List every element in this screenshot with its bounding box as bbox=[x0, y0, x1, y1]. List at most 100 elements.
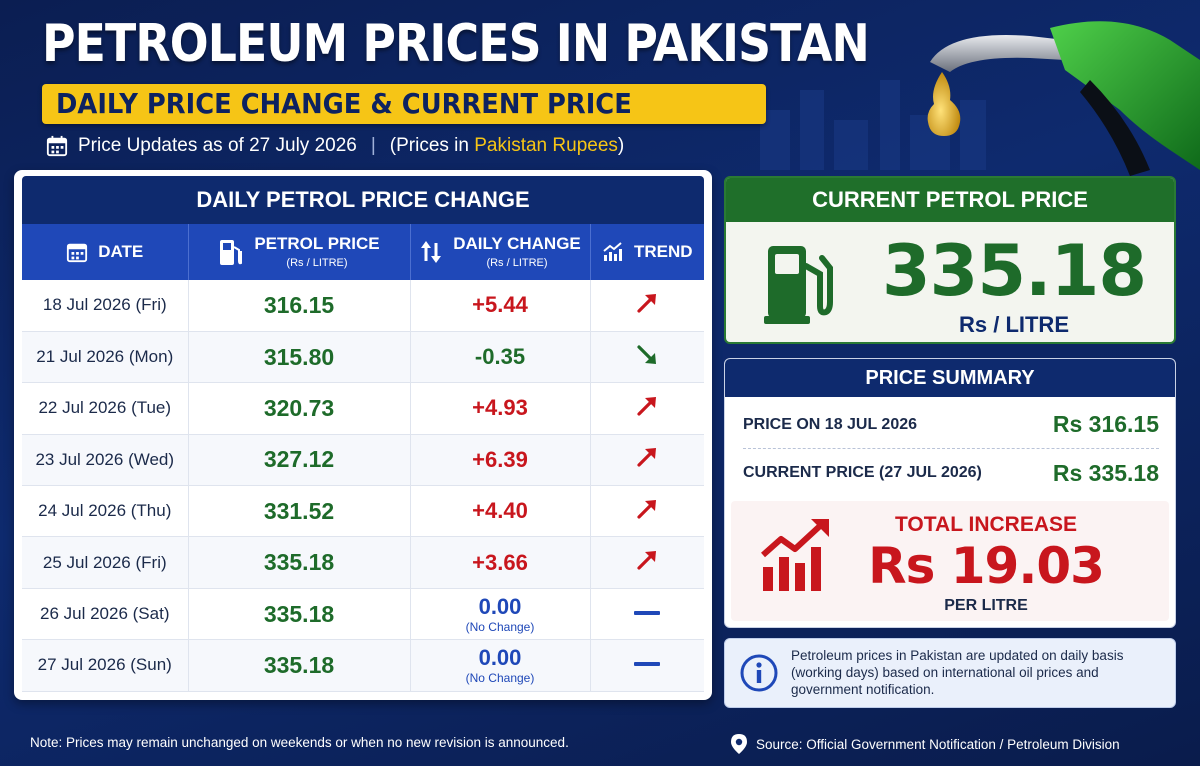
footer-source: Source: Official Government Notification… bbox=[730, 733, 1120, 755]
trend-up-arrow-icon bbox=[634, 547, 660, 578]
price-text: 335.18 bbox=[263, 600, 335, 627]
trend-down-arrow-icon bbox=[634, 342, 660, 373]
price-text: 335.18 bbox=[263, 549, 335, 576]
cell-date: 21 Jul 2026 (Mon) bbox=[22, 331, 189, 384]
current-price-card: CURRENT PETROL PRICE 335.18 Rs / LITRE bbox=[724, 176, 1176, 344]
currency-note: (Prices in Pakistan Rupees) bbox=[389, 135, 625, 156]
trend-up-arrow-icon bbox=[634, 290, 660, 321]
column-header-date: DATE bbox=[22, 224, 189, 280]
table-row: 25 Jul 2026 (Fri) 335.18 +3.66 bbox=[22, 536, 704, 589]
summary-title: PRICE SUMMARY bbox=[725, 359, 1175, 397]
cell-price: 335.18 bbox=[188, 639, 411, 692]
cell-trend bbox=[590, 382, 704, 435]
cell-price: 315.80 bbox=[188, 331, 411, 384]
fuel-pump-icon bbox=[220, 240, 243, 265]
price-text: 320.73 bbox=[263, 394, 335, 421]
total-increase-label: TOTAL INCREASE bbox=[894, 513, 1078, 536]
table-row: 18 Jul 2026 (Fri) 316.15 +5.44 bbox=[22, 280, 704, 332]
trend-chart-icon bbox=[603, 242, 622, 261]
column-label: PETROL PRICE bbox=[254, 234, 380, 254]
table-row: 24 Jul 2026 (Thu) 331.52 +4.40 bbox=[22, 485, 704, 538]
summary-label: PRICE ON 18 JUL 2026 bbox=[743, 415, 918, 433]
table-title: DAILY PETROL PRICE CHANGE bbox=[22, 176, 704, 224]
column-label: DATE bbox=[98, 242, 144, 261]
date-text: 21 Jul 2026 (Mon) bbox=[36, 347, 174, 367]
cell-date: 26 Jul 2026 (Sat) bbox=[22, 588, 189, 641]
price-table: DATE PETROL PRICE (Rs / LITRE) bbox=[22, 224, 704, 692]
change-text: +4.40 bbox=[472, 498, 528, 524]
cell-date: 24 Jul 2026 (Thu) bbox=[22, 485, 189, 538]
date-text: 23 Jul 2026 (Wed) bbox=[35, 449, 175, 469]
calendar-icon bbox=[67, 243, 88, 263]
column-header-trend: TREND bbox=[590, 224, 704, 280]
cell-trend bbox=[590, 536, 704, 589]
cell-change: +4.40 bbox=[410, 485, 591, 538]
price-text: 315.80 bbox=[263, 343, 335, 370]
price-text: 335.18 bbox=[263, 651, 335, 678]
cell-change: +4.93 bbox=[410, 382, 591, 435]
change-text: 0.00 bbox=[478, 644, 522, 670]
cell-trend bbox=[590, 280, 704, 332]
cell-trend bbox=[590, 434, 704, 487]
separator: | bbox=[370, 135, 376, 156]
table-row: 27 Jul 2026 (Sun) 335.18 0.00 (No Change) bbox=[22, 639, 704, 692]
table-row: 22 Jul 2026 (Tue) 320.73 +4.93 bbox=[22, 382, 704, 435]
total-increase-unit: PER LITRE bbox=[944, 597, 1028, 614]
change-text: +4.93 bbox=[472, 395, 528, 421]
subtitle-text: DAILY PRICE CHANGE & CURRENT PRICE bbox=[56, 87, 632, 120]
date-text: 18 Jul 2026 (Fri) bbox=[42, 295, 167, 315]
cell-price: 327.12 bbox=[188, 434, 411, 487]
update-line: Price Updates as of 27 July 2026 | (Pric… bbox=[46, 132, 624, 160]
city-skyline-decoration bbox=[760, 70, 1020, 170]
column-label: DAILY CHANGE bbox=[453, 234, 581, 254]
current-price-unit: Rs / LITRE bbox=[958, 312, 1069, 337]
cell-trend bbox=[590, 639, 704, 692]
summary-row-start: PRICE ON 18 JUL 2026 Rs 316.15 bbox=[743, 401, 1159, 449]
cell-price: 335.18 bbox=[188, 536, 411, 589]
no-change-note: (No Change) bbox=[465, 670, 535, 685]
update-date-text: Price Updates as of 27 July 2026 bbox=[78, 135, 357, 156]
cell-price: 335.18 bbox=[188, 588, 411, 641]
column-unit: (Rs / LITRE) bbox=[286, 256, 348, 269]
trend-up-arrow-icon bbox=[634, 496, 660, 527]
current-price-value: 335.18 bbox=[881, 230, 1147, 312]
cell-change: 0.00 (No Change) bbox=[410, 639, 591, 692]
trend-up-arrow-icon bbox=[634, 444, 660, 475]
total-increase-box: TOTAL INCREASE Rs 19.03 PER LITRE bbox=[731, 501, 1169, 621]
price-text: 327.12 bbox=[263, 446, 335, 473]
location-pin-icon bbox=[731, 734, 747, 754]
up-down-arrows-icon bbox=[421, 241, 442, 263]
fuel-pump-icon bbox=[764, 246, 833, 324]
price-text: 331.52 bbox=[263, 497, 335, 524]
change-text: 0.00 bbox=[478, 593, 522, 619]
info-icon bbox=[740, 654, 778, 692]
change-text: +5.44 bbox=[472, 292, 528, 318]
column-label: TREND bbox=[633, 242, 693, 261]
change-text: +3.66 bbox=[472, 549, 528, 575]
cell-date: 18 Jul 2026 (Fri) bbox=[22, 280, 189, 332]
cell-change: -0.35 bbox=[410, 331, 591, 384]
change-text: -0.35 bbox=[474, 344, 526, 370]
cell-date: 25 Jul 2026 (Fri) bbox=[22, 536, 189, 589]
total-increase-value: Rs 19.03 bbox=[868, 537, 1105, 595]
change-text: +6.39 bbox=[472, 446, 528, 472]
summary-value: Rs 316.15 bbox=[1052, 411, 1159, 437]
cell-trend bbox=[590, 485, 704, 538]
current-price-title: CURRENT PETROL PRICE bbox=[726, 178, 1174, 222]
cell-change: +6.39 bbox=[410, 434, 591, 487]
cell-date: 23 Jul 2026 (Wed) bbox=[22, 434, 189, 487]
summary-value: Rs 335.18 bbox=[1052, 459, 1159, 486]
date-text: 25 Jul 2026 (Fri) bbox=[42, 552, 167, 572]
no-change-dash-icon bbox=[632, 656, 662, 674]
cell-trend bbox=[590, 588, 704, 641]
table-row: 26 Jul 2026 (Sat) 335.18 0.00 (No Change) bbox=[22, 588, 704, 641]
rising-chart-icon bbox=[761, 519, 829, 591]
calendar-icon bbox=[46, 135, 68, 157]
summary-label: CURRENT PRICE (27 JUL 2026) bbox=[743, 464, 982, 481]
column-header-price: PETROL PRICE (Rs / LITRE) bbox=[188, 224, 411, 280]
page-title: PETROLEUM PRICES IN PAKISTAN bbox=[42, 14, 870, 74]
footer-note: Note: Prices may remain unchanged on wee… bbox=[30, 735, 569, 750]
price-text: 316.15 bbox=[263, 291, 335, 318]
date-text: 22 Jul 2026 (Tue) bbox=[38, 398, 172, 418]
date-text: 24 Jul 2026 (Thu) bbox=[38, 501, 172, 521]
